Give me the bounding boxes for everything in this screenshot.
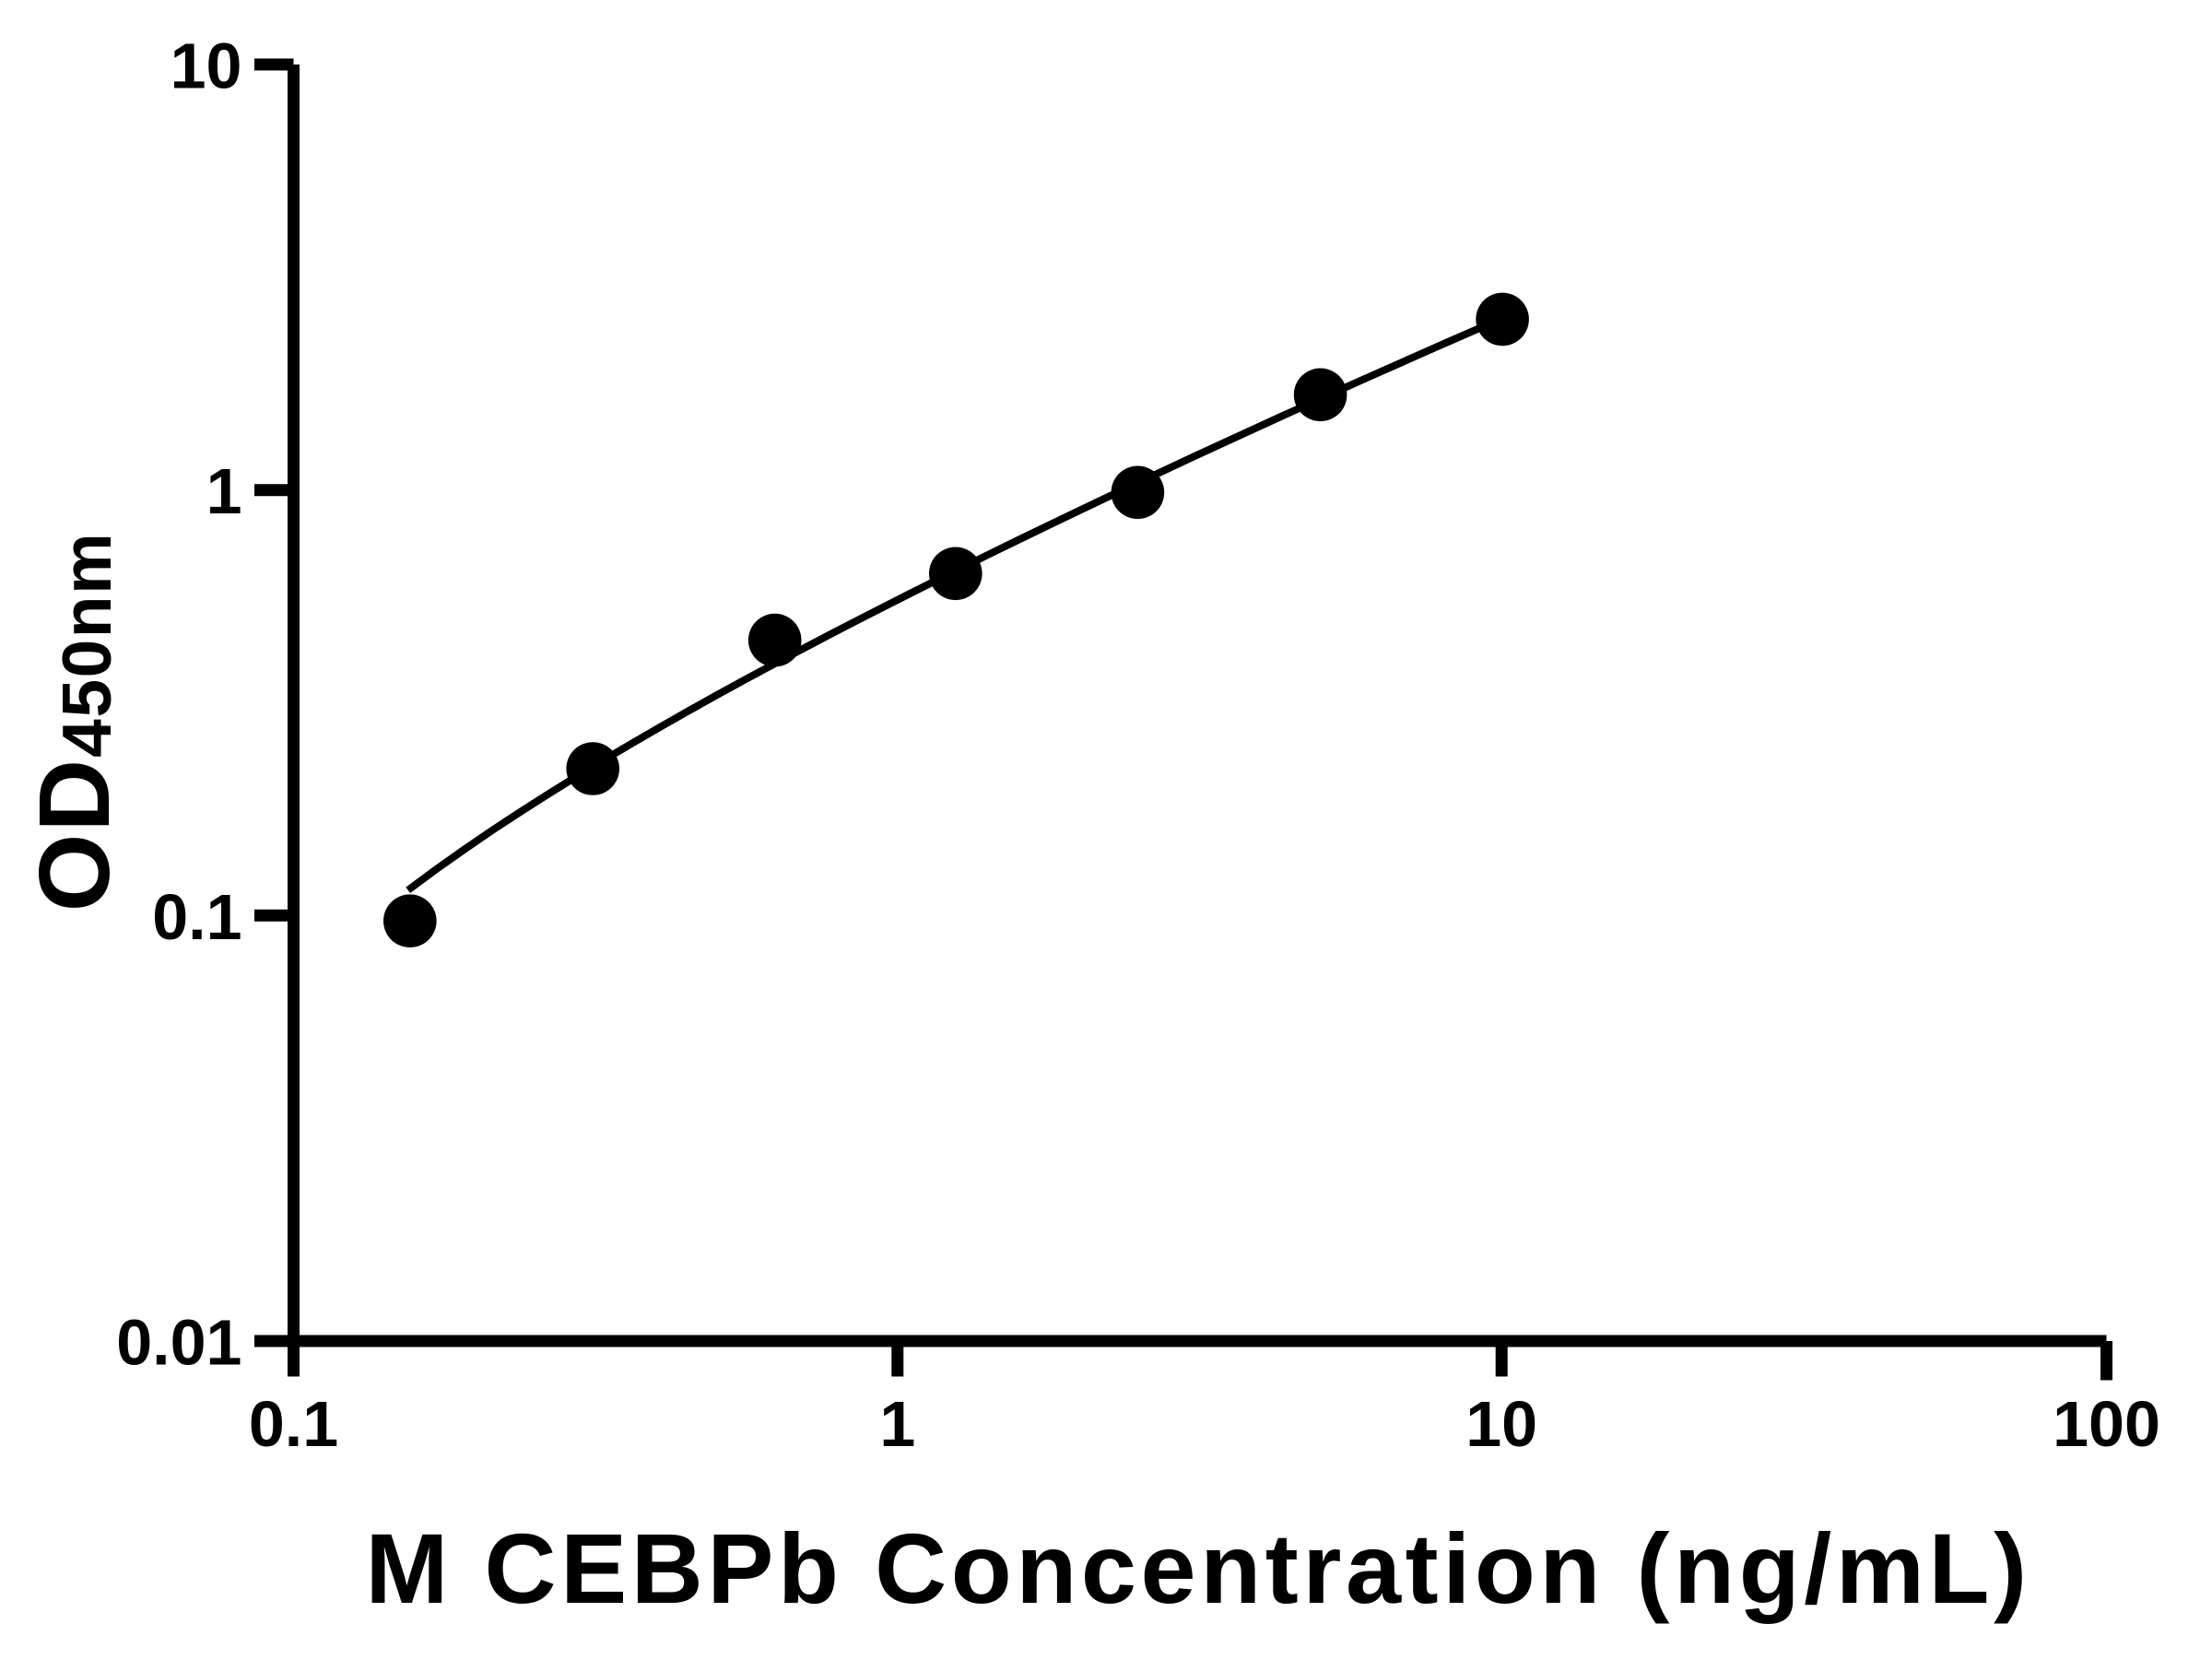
svg-text:0.1: 0.1 <box>249 1388 338 1460</box>
svg-text:10: 10 <box>171 30 242 102</box>
svg-text:1: 1 <box>206 455 242 527</box>
svg-text:1: 1 <box>879 1388 915 1460</box>
svg-text:M CEBPb Concentration (ng/mL): M CEBPb Concentration (ng/mL) <box>365 1512 2030 1624</box>
svg-text:100: 100 <box>2053 1388 2160 1460</box>
svg-text:0.1: 0.1 <box>152 881 241 953</box>
svg-text:0.01: 0.01 <box>116 1307 241 1379</box>
svg-text:10: 10 <box>1465 1388 1537 1460</box>
